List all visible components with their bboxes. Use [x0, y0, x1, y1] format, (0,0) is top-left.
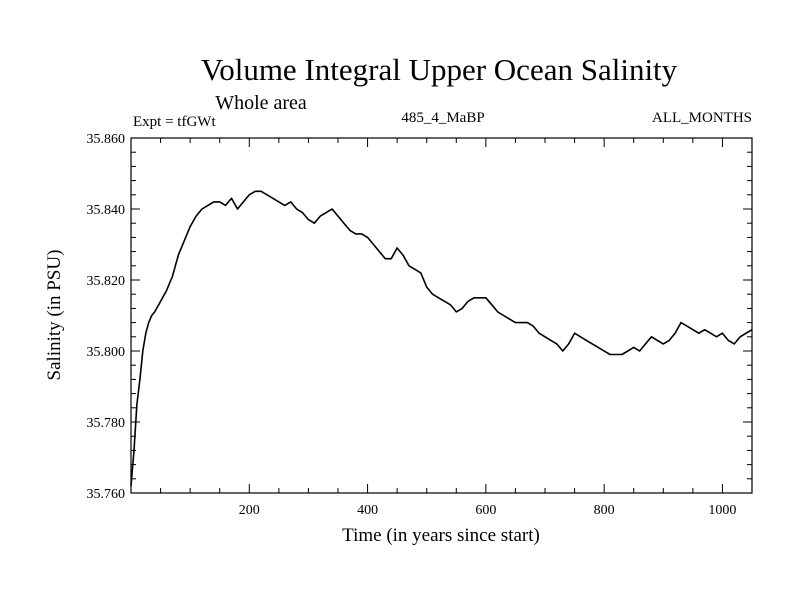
x-tick-label: 800: [594, 503, 615, 518]
x-tick-label: 400: [357, 503, 378, 518]
y-tick-label: 35.820: [87, 274, 126, 289]
y-tick-label: 35.760: [87, 487, 126, 502]
y-tick-label: 35.800: [87, 345, 126, 360]
chart-title: Volume Integral Upper Ocean Salinity: [201, 52, 678, 87]
salinity-series-line: [130, 190, 753, 486]
x-tick-label: 600: [475, 503, 496, 518]
y-tick-label: 35.840: [87, 203, 126, 218]
experiment-label: Expt = tfGWt: [133, 114, 216, 130]
plot-frame: [130, 137, 753, 494]
y-axis-label: Salinity (in PSU): [44, 250, 65, 381]
x-axis-label: Time (in years since start): [342, 525, 540, 546]
period-label: 485_4_MaBP: [401, 110, 484, 126]
months-label: ALL_MONTHS: [652, 110, 752, 126]
chart-subtitle: Whole area: [215, 92, 307, 114]
x-tick-labels: 200 400 600 800 1000: [239, 503, 737, 518]
axis-ticks: [131, 138, 752, 493]
x-tick-label: 200: [239, 503, 260, 518]
y-tick-label: 35.860: [87, 132, 126, 147]
y-tick-labels: 35.760 35.780 35.800 35.820 35.840 35.860: [87, 132, 126, 502]
x-tick-label: 1000: [708, 503, 736, 518]
y-tick-label: 35.780: [87, 416, 126, 431]
